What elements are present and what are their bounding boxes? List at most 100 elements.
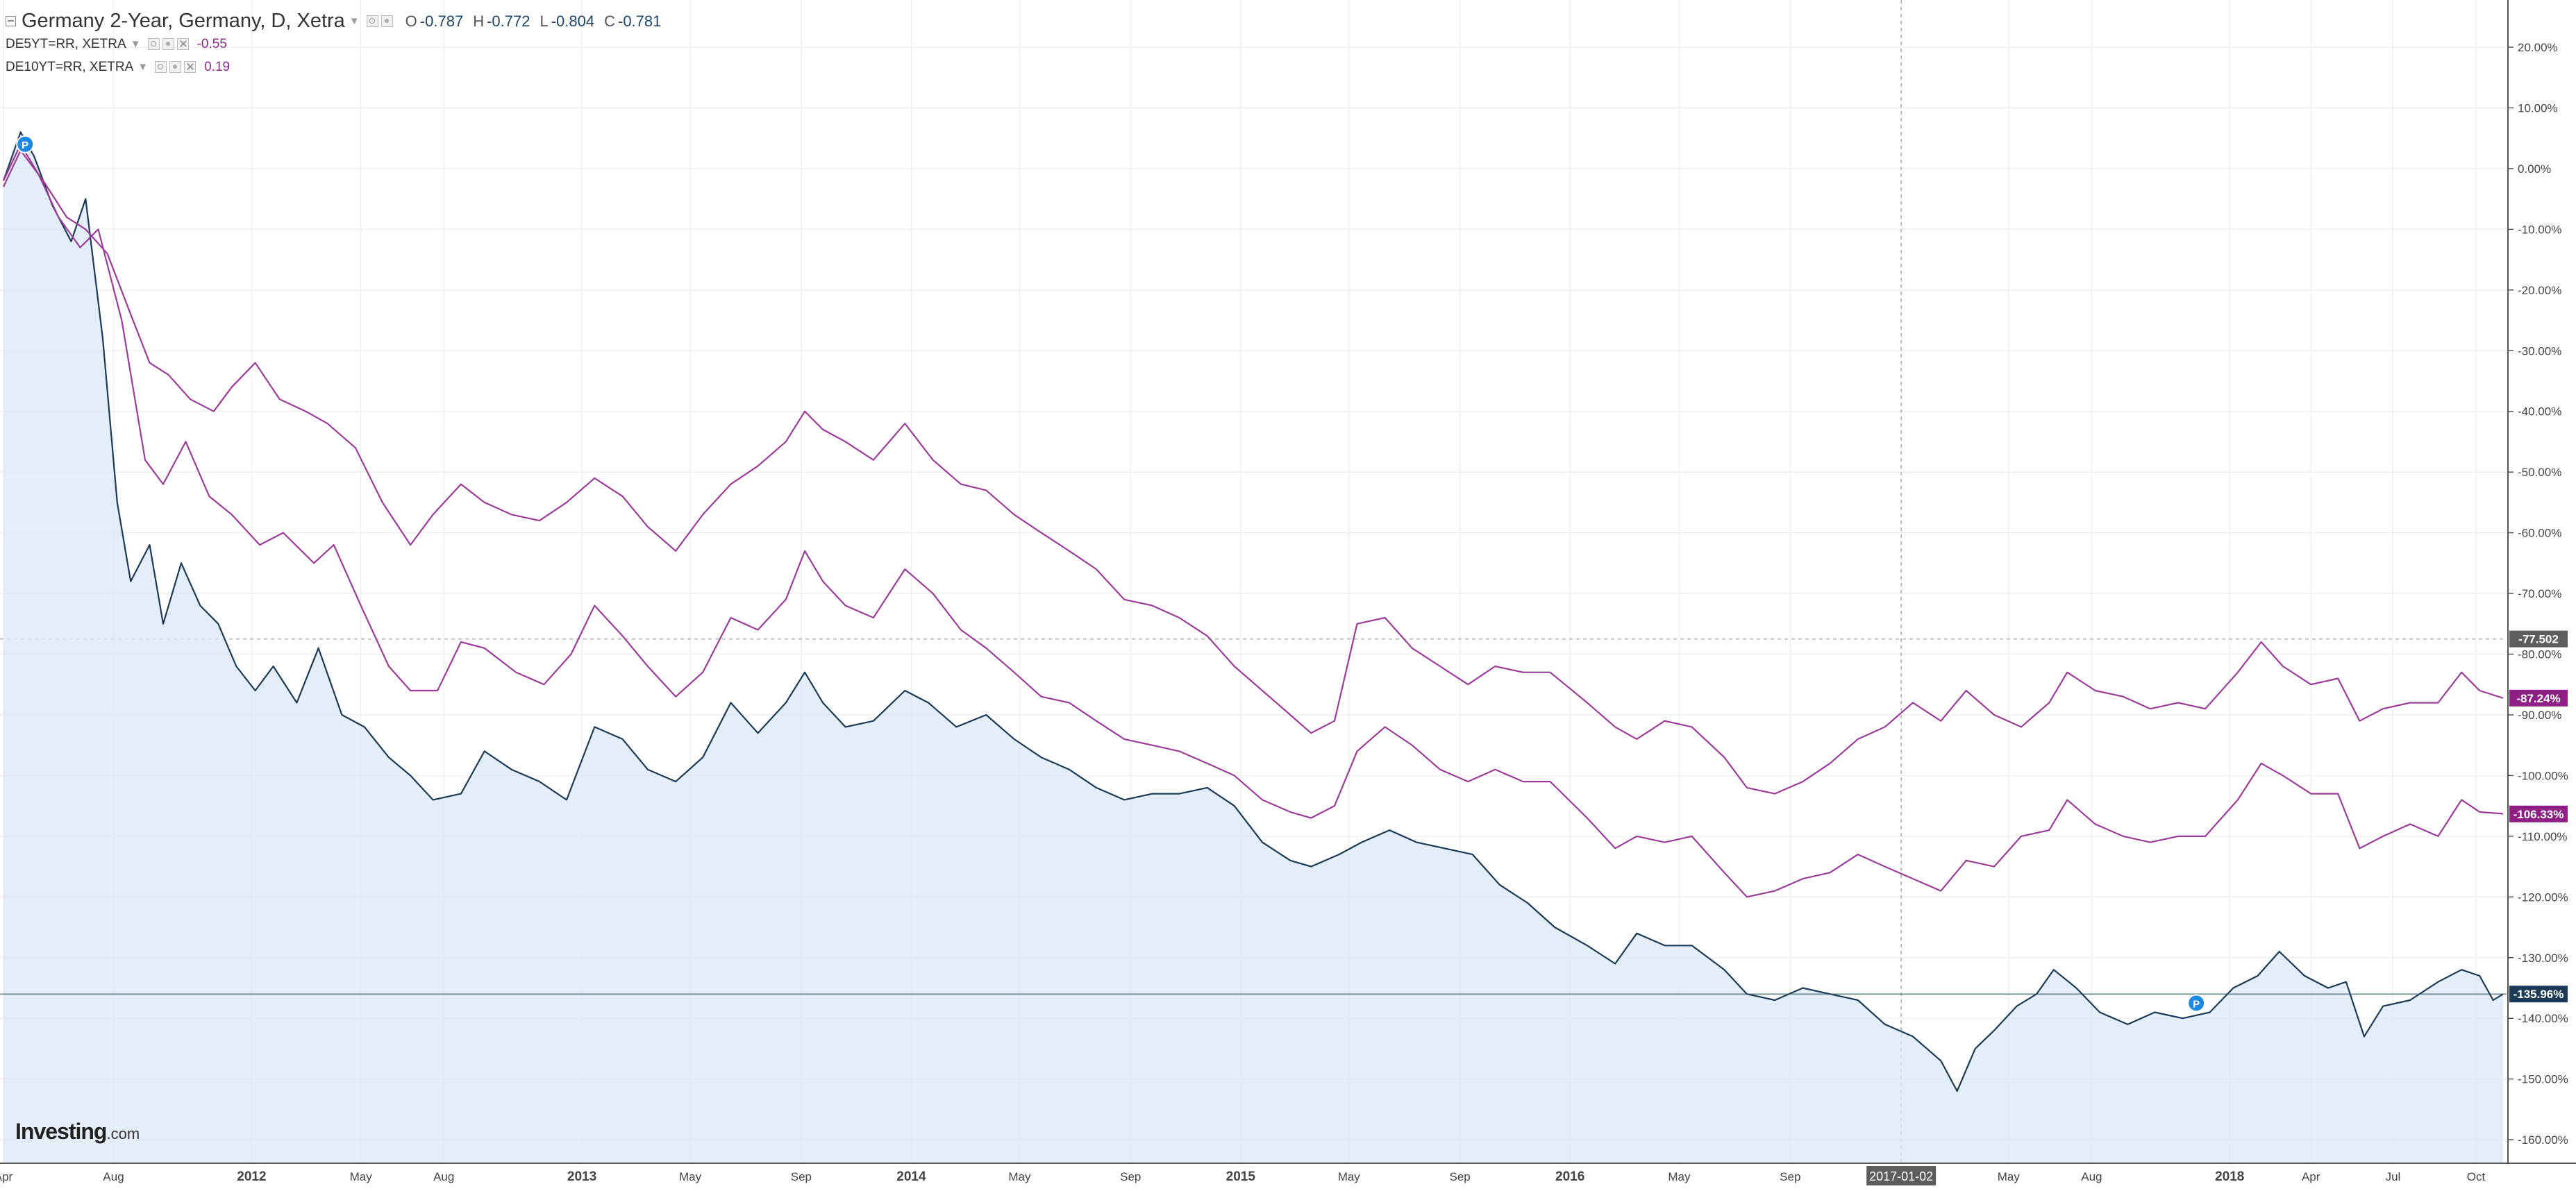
x-tick-label: Apr [2302,1170,2320,1183]
y-tick-label: -110.00% [2518,830,2568,843]
event-markers: PP [16,135,2206,1013]
x-tick-label: Sep [1120,1170,1141,1183]
ohlc-open-value: -0.787 [419,12,464,30]
x-tick-label: Aug [433,1170,454,1183]
logo-text: Investing [15,1119,107,1144]
x-tick-label: Oct [2467,1170,2486,1183]
event-marker-label: P [2193,998,2200,1010]
eye-icon[interactable] [155,61,167,73]
x-tick-label: May [1998,1170,2021,1183]
gear-icon[interactable] [169,61,182,73]
y-tick-label: -40.00% [2518,405,2561,419]
ohlc-high-key: H [473,12,485,30]
chart-legend: Germany 2-Year, Germany, D, Xetra ▼ O -0… [6,10,661,78]
legend-series-row: DE10YT=RR, XETRA ▼ 0.19 [6,56,661,78]
chevron-down-icon[interactable]: ▼ [137,61,149,73]
x-tick-label: May [1668,1170,1691,1183]
x-tick-label: Jul [2386,1170,2401,1183]
y-tick-label: -150.00% [2518,1073,2568,1086]
y-tick-label: -120.00% [2518,890,2568,904]
main-series-line[interactable] [2,131,2504,1092]
y-tick-label: -50.00% [2518,466,2561,479]
x-tick-label: Apr [0,1170,13,1183]
x-tick-label: Aug [103,1170,124,1183]
legend-main-row: Germany 2-Year, Germany, D, Xetra ▼ O -0… [6,10,661,33]
y-tick-label: -70.00% [2518,587,2561,600]
x-tick-label: 2018 [2215,1169,2244,1184]
gear-icon[interactable] [162,38,174,50]
legend-series-name: DE10YT=RR, XETRA [6,60,134,74]
investing-logo[interactable]: Investing.com [15,1119,140,1144]
crosshair-price-badge-bg [2509,630,2568,648]
ohlc-low-key: L [540,12,549,30]
event-marker-icon[interactable]: P [16,135,35,153]
x-tick-label: May [679,1170,702,1183]
collapse-legend-icon[interactable] [6,16,16,26]
x-tick-label: 2014 [896,1169,926,1184]
legend-series-value: 0.19 [204,60,231,74]
x-tick-label: 2016 [1555,1169,1584,1184]
event-marker-label: P [22,140,28,151]
x-tick-label: May [350,1170,373,1183]
close-icon[interactable] [176,38,189,50]
y-tick-label: -100.00% [2518,769,2568,782]
legend-series-row: DE5YT=RR, XETRA ▼ -0.55 [6,33,661,56]
series-5y-badge-bg [2509,805,2568,822]
compare-series-line-2[interactable] [3,149,2504,795]
chevron-down-icon[interactable]: ▼ [130,38,141,50]
y-tick-label: -130.00% [2518,952,2568,965]
main-series-area [3,132,2503,1163]
crosshair-price-badge: -77.502 [2518,633,2559,646]
eye-icon[interactable] [147,38,160,50]
series-lines [2,131,2504,1092]
legend-title: Germany 2-Year, Germany, D, Xetra [22,10,345,32]
y-tick-label: -90.00% [2518,709,2561,722]
compare-series-line-1[interactable] [3,143,2504,898]
logo-suffix: .com [106,1125,140,1142]
event-marker-circle [2187,994,2206,1013]
series-10y-badge: -87.24% [2516,692,2560,705]
crosshair-date-badge-bg [1866,1166,1937,1185]
y-tick-label: -20.00% [2518,284,2561,297]
y-tick-label: 20.00% [2518,41,2558,54]
y-tick-label: 0.00% [2518,162,2551,176]
series-5y-badge: -106.33% [2514,808,2564,821]
event-marker-icon[interactable]: P [2187,994,2206,1013]
x-tick-label: Sep [1449,1170,1470,1183]
ohlc-close-key: C [604,12,615,30]
y-tick-label: -80.00% [2518,648,2561,661]
legend-series-name: DE5YT=RR, XETRA [6,37,126,51]
main-series-badge-bg [2509,986,2568,1003]
ohlc-open-key: O [405,12,417,30]
y-tick-label: -60.00% [2518,527,2561,540]
x-tick-label: 2015 [1226,1169,1256,1184]
crosshair-date-badge: 2017-01-02 [1869,1169,1933,1183]
close-icon[interactable] [184,61,196,73]
x-tick-label: May [1338,1170,1361,1183]
y-tick-label: -140.00% [2518,1012,2568,1025]
crosshair [0,0,2507,1163]
ohlc-low-value: -0.804 [551,12,595,30]
main-series-badge: -135.96% [2514,988,2564,1001]
gear-icon[interactable] [380,15,393,27]
x-tick-label: Sep [1780,1170,1800,1183]
x-tick-label: Aug [2081,1170,2102,1183]
ohlc-close-value: -0.781 [618,12,662,30]
y-tick-label: -10.00% [2518,223,2561,236]
series-10y-badge-bg [2509,689,2568,707]
event-marker-circle [16,135,35,153]
main-series-area-fill [3,132,2503,1163]
ohlc-high-value: -0.772 [487,12,530,30]
x-tick-label: 2013 [567,1169,596,1184]
chevron-down-icon[interactable]: ▼ [349,15,360,27]
x-tick-label: Sep [791,1170,812,1183]
y-tick-label: -160.00% [2518,1133,2568,1147]
x-tick-label: 2012 [237,1169,266,1184]
y-tick-label: -30.00% [2518,344,2561,357]
y-tick-label: 10.00% [2518,101,2558,115]
eye-icon[interactable] [366,15,378,27]
x-tick-label: May [1008,1170,1031,1183]
